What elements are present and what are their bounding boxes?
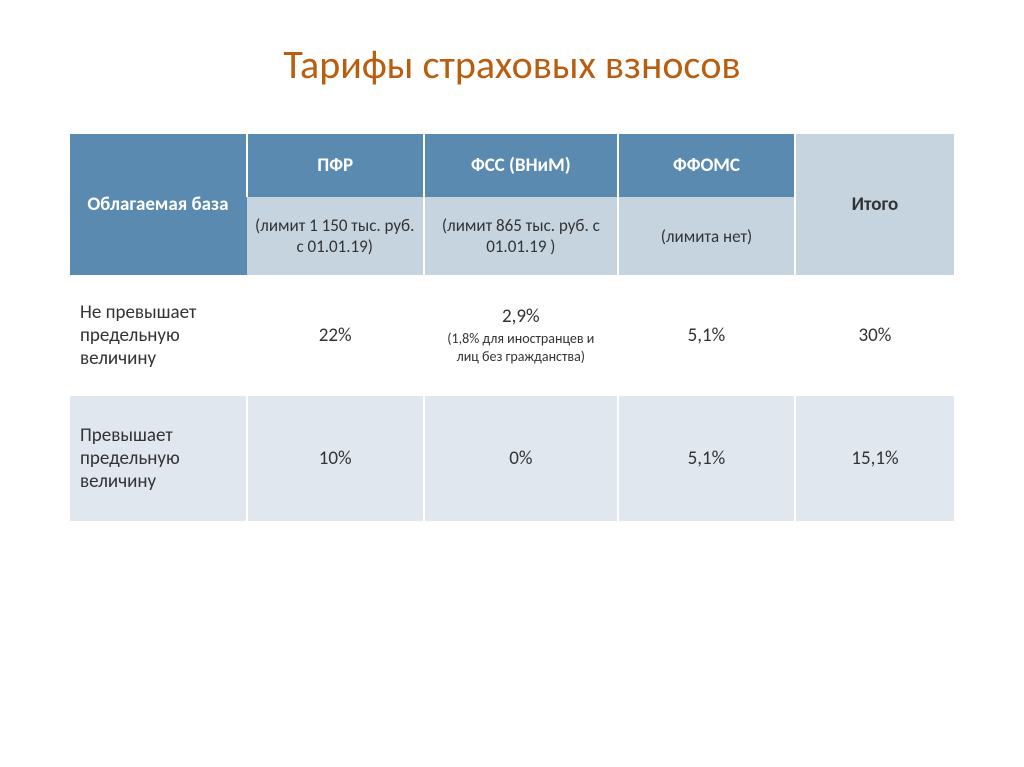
page-title: Тарифы страховых взносов (70, 40, 954, 89)
col-header-fss: ФСС (ВНиМ) (424, 134, 618, 197)
cell-fss-val: 2,9% (502, 305, 540, 328)
sub-ffoms: (лимита нет) (618, 197, 795, 275)
cell-fss-note: (1,8% для иностранцев и лиц без гражданс… (435, 330, 607, 366)
table-row: Превышает предельную величину 10% 0% 5,1… (70, 396, 954, 521)
cell-pfr: 22% (247, 275, 424, 396)
col-header-base: Облагаемая база (70, 134, 247, 275)
col-header-pfr: ПФР (247, 134, 424, 197)
row-label: Не превышает предельную величину (70, 275, 247, 396)
tariffs-table: Облагаемая база ПФР ФСС (ВНиМ) ФФОМС Ито… (70, 134, 954, 595)
cell-fss: 0% (424, 396, 618, 521)
cell-total: 30% (795, 275, 954, 396)
sub-fss: (лимит 865 тыс. руб. с 01.01.19 ) (424, 197, 618, 275)
cell-total: 15,1% (795, 396, 954, 521)
col-header-ffoms: ФФОМС (618, 134, 795, 197)
table-row: Не превышает предельную величину 22% 2,9… (70, 275, 954, 396)
cell-pfr: 10% (247, 396, 424, 521)
cell-fss: 2,9% (1,8% для иностранцев и лиц без гра… (424, 275, 618, 396)
table-row-empty (70, 521, 954, 595)
cell-ffoms: 5,1% (618, 396, 795, 521)
table-header-row: Облагаемая база ПФР ФСС (ВНиМ) ФФОМС Ито… (70, 134, 954, 197)
row-label: Превышает предельную величину (70, 396, 247, 521)
cell-ffoms: 5,1% (618, 275, 795, 396)
col-header-total: Итого (795, 134, 954, 275)
sub-pfr: (лимит 1 150 тыс. руб. с 01.01.19) (247, 197, 424, 275)
